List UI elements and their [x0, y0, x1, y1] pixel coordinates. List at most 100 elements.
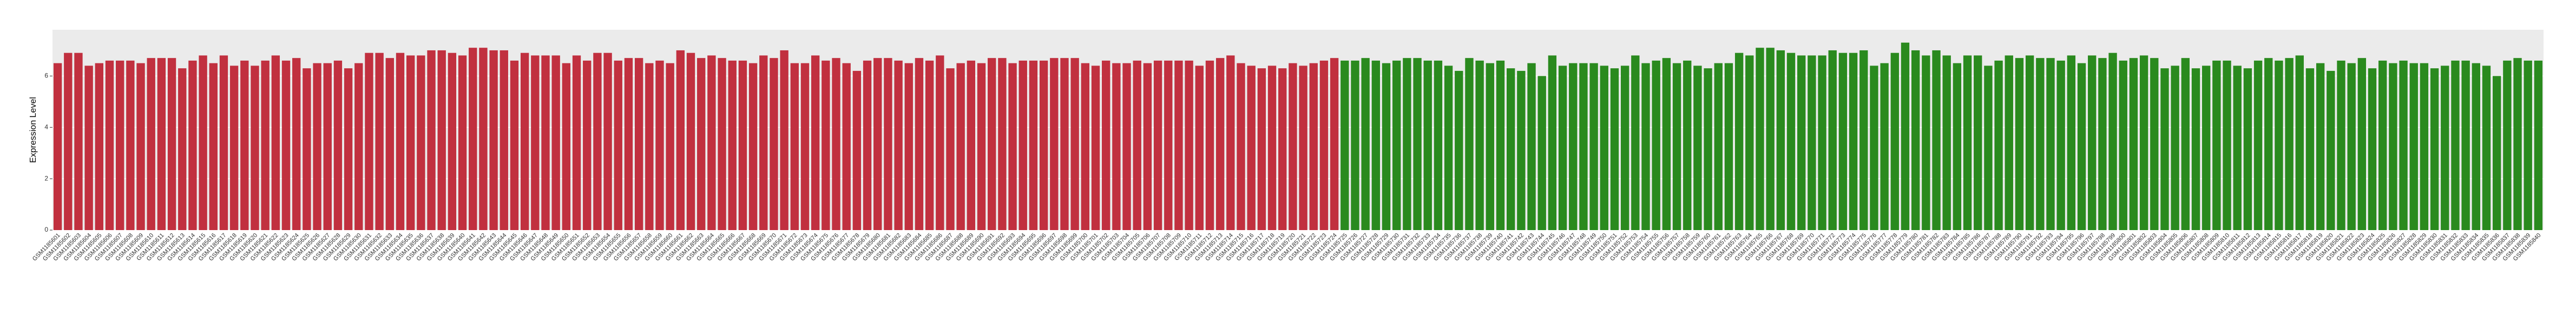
bar — [1081, 63, 1089, 231]
bar — [2409, 63, 2418, 231]
bar — [1164, 60, 1173, 230]
bar — [531, 55, 540, 230]
bar — [1579, 63, 1588, 231]
bar — [1050, 58, 1059, 230]
bar — [2088, 55, 2097, 230]
bar — [1195, 66, 1204, 231]
bar — [1257, 68, 1266, 231]
bar — [1237, 63, 1245, 231]
bar — [1496, 60, 1505, 230]
bar — [666, 63, 674, 231]
bar — [1527, 63, 1536, 231]
bar — [333, 60, 343, 230]
bar — [1507, 68, 1515, 231]
bar — [437, 50, 446, 230]
bar — [1786, 53, 1796, 230]
bar — [500, 50, 508, 230]
bar — [2005, 55, 2013, 230]
bar — [1340, 60, 1349, 230]
bar — [1600, 66, 1608, 231]
bar — [1174, 60, 1183, 230]
bar — [448, 53, 457, 230]
bar — [1018, 60, 1027, 230]
bar — [1714, 63, 1723, 231]
bar — [1382, 63, 1391, 231]
bar — [2191, 68, 2200, 231]
bar — [1610, 68, 1619, 231]
bar — [2327, 70, 2335, 230]
bar — [2067, 55, 2076, 230]
bar — [2378, 60, 2387, 230]
bar — [541, 55, 550, 230]
bar — [2015, 58, 2024, 230]
bar — [915, 58, 924, 230]
bar — [770, 58, 778, 230]
bar — [1901, 42, 1910, 230]
bar — [1392, 60, 1401, 230]
bar — [157, 58, 166, 230]
bar — [707, 55, 716, 230]
bar — [479, 48, 488, 230]
y-tick-label: 6 — [44, 72, 48, 80]
bar — [676, 50, 685, 230]
bar — [1215, 58, 1225, 230]
bar — [1953, 63, 1962, 231]
bar — [375, 53, 384, 230]
bar — [365, 53, 373, 230]
bar — [219, 55, 228, 230]
bar — [572, 55, 581, 230]
bar — [136, 63, 145, 231]
bar — [344, 68, 353, 231]
bar — [1766, 48, 1775, 230]
bar — [2295, 55, 2304, 230]
bar — [2275, 60, 2283, 230]
bar — [956, 63, 965, 231]
bar — [904, 63, 913, 231]
bar — [1683, 60, 1692, 230]
bar — [417, 55, 425, 230]
bar — [209, 63, 218, 231]
bar — [2524, 60, 2532, 230]
bar — [1745, 55, 1754, 230]
labels: 0246GSM1185601GSM1185602GSM1185603GSM118… — [31, 72, 2542, 263]
bar — [64, 53, 73, 230]
bar — [1974, 55, 1982, 230]
bar — [1932, 50, 1941, 230]
bar — [852, 70, 862, 230]
bar — [1039, 60, 1048, 230]
bar — [614, 60, 622, 230]
bar — [1008, 63, 1017, 231]
bar — [1672, 63, 1681, 231]
bar — [780, 50, 788, 230]
bar — [2108, 53, 2117, 230]
bar — [1247, 66, 1256, 231]
bar — [199, 55, 207, 230]
bar — [1444, 66, 1453, 231]
bar — [1859, 50, 1868, 230]
bars — [53, 42, 2543, 231]
bar — [2441, 66, 2449, 231]
bar — [562, 63, 571, 231]
bar — [115, 60, 124, 230]
bar — [2482, 66, 2491, 231]
bar — [281, 60, 291, 230]
bar — [2077, 63, 2086, 231]
bar — [1486, 63, 1494, 231]
bar — [977, 63, 986, 231]
bar — [1267, 66, 1277, 231]
bar — [2347, 63, 2356, 231]
bar — [1994, 60, 2003, 230]
bar — [261, 60, 270, 230]
bar — [1631, 55, 1640, 230]
bar — [1984, 66, 1993, 231]
bar — [1403, 58, 1411, 230]
bar — [1797, 55, 1806, 230]
bar — [2503, 60, 2512, 230]
bar — [1465, 58, 1474, 230]
bar — [2305, 68, 2315, 231]
bar — [1060, 58, 1069, 230]
bar — [624, 58, 633, 230]
bar — [1309, 63, 1318, 231]
y-axis-label: Expression Level — [29, 97, 38, 163]
